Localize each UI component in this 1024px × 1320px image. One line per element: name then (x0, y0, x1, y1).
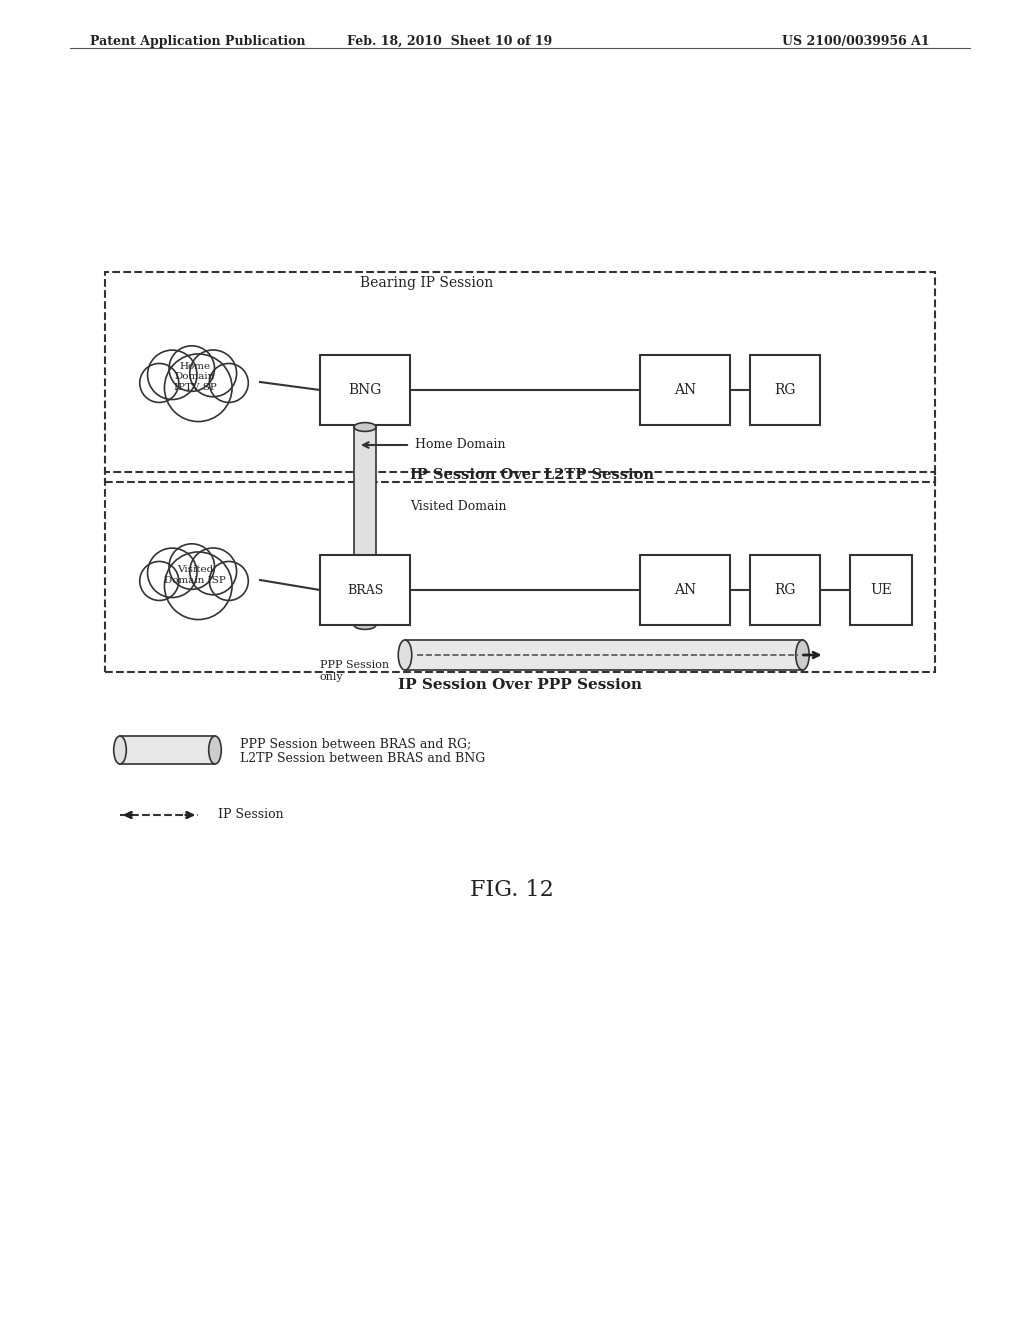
Text: PPP Session between BRAS and RG;
L2TP Session between BRAS and BNG: PPP Session between BRAS and RG; L2TP Se… (240, 737, 485, 766)
Circle shape (189, 548, 237, 595)
Text: RG: RG (774, 383, 796, 397)
Circle shape (209, 363, 248, 403)
Circle shape (209, 561, 248, 601)
Circle shape (169, 346, 214, 391)
Text: Bearing IP Session: Bearing IP Session (360, 276, 494, 290)
Circle shape (169, 544, 214, 589)
Text: Home Domain: Home Domain (415, 438, 506, 451)
Text: AN: AN (674, 583, 696, 597)
Bar (319, 355, 410, 425)
Circle shape (165, 354, 232, 421)
Text: IP Session Over L2TP Session: IP Session Over L2TP Session (410, 469, 654, 482)
Text: BNG: BNG (348, 383, 382, 397)
Ellipse shape (796, 640, 809, 671)
Bar (640, 355, 730, 425)
Text: UE: UE (870, 583, 892, 597)
Text: IP Session: IP Session (218, 808, 284, 821)
Bar (105, 473, 935, 672)
Circle shape (165, 552, 232, 619)
Text: Visited Domain: Visited Domain (410, 500, 507, 513)
Bar (120, 737, 215, 764)
Bar (640, 554, 730, 624)
Text: US 2100/0039956 A1: US 2100/0039956 A1 (782, 36, 930, 48)
Text: IP Session Over PPP Session: IP Session Over PPP Session (398, 678, 642, 692)
Bar (850, 554, 912, 624)
Ellipse shape (398, 640, 412, 671)
Circle shape (147, 350, 197, 400)
Ellipse shape (114, 737, 126, 764)
Text: PPP Session
only: PPP Session only (319, 660, 389, 681)
Text: AN: AN (674, 383, 696, 397)
Text: Visited
Domain ISP: Visited Domain ISP (164, 565, 226, 585)
Bar (750, 355, 820, 425)
Circle shape (189, 350, 237, 397)
Bar (354, 426, 376, 624)
Text: Home
Domain
IPTV SP: Home Domain IPTV SP (174, 362, 216, 392)
Bar (105, 272, 935, 482)
Text: Feb. 18, 2010  Sheet 10 of 19: Feb. 18, 2010 Sheet 10 of 19 (347, 36, 553, 48)
Bar (319, 554, 410, 624)
Ellipse shape (354, 422, 376, 432)
Circle shape (139, 561, 179, 601)
Ellipse shape (209, 737, 221, 764)
Circle shape (147, 548, 197, 598)
Bar (406, 640, 803, 671)
Text: RG: RG (774, 583, 796, 597)
Text: BRAS: BRAS (347, 583, 383, 597)
Text: Patent Application Publication: Patent Application Publication (90, 36, 305, 48)
Bar (750, 554, 820, 624)
Text: FIG. 12: FIG. 12 (470, 879, 554, 902)
Ellipse shape (354, 620, 376, 630)
Circle shape (139, 363, 179, 403)
